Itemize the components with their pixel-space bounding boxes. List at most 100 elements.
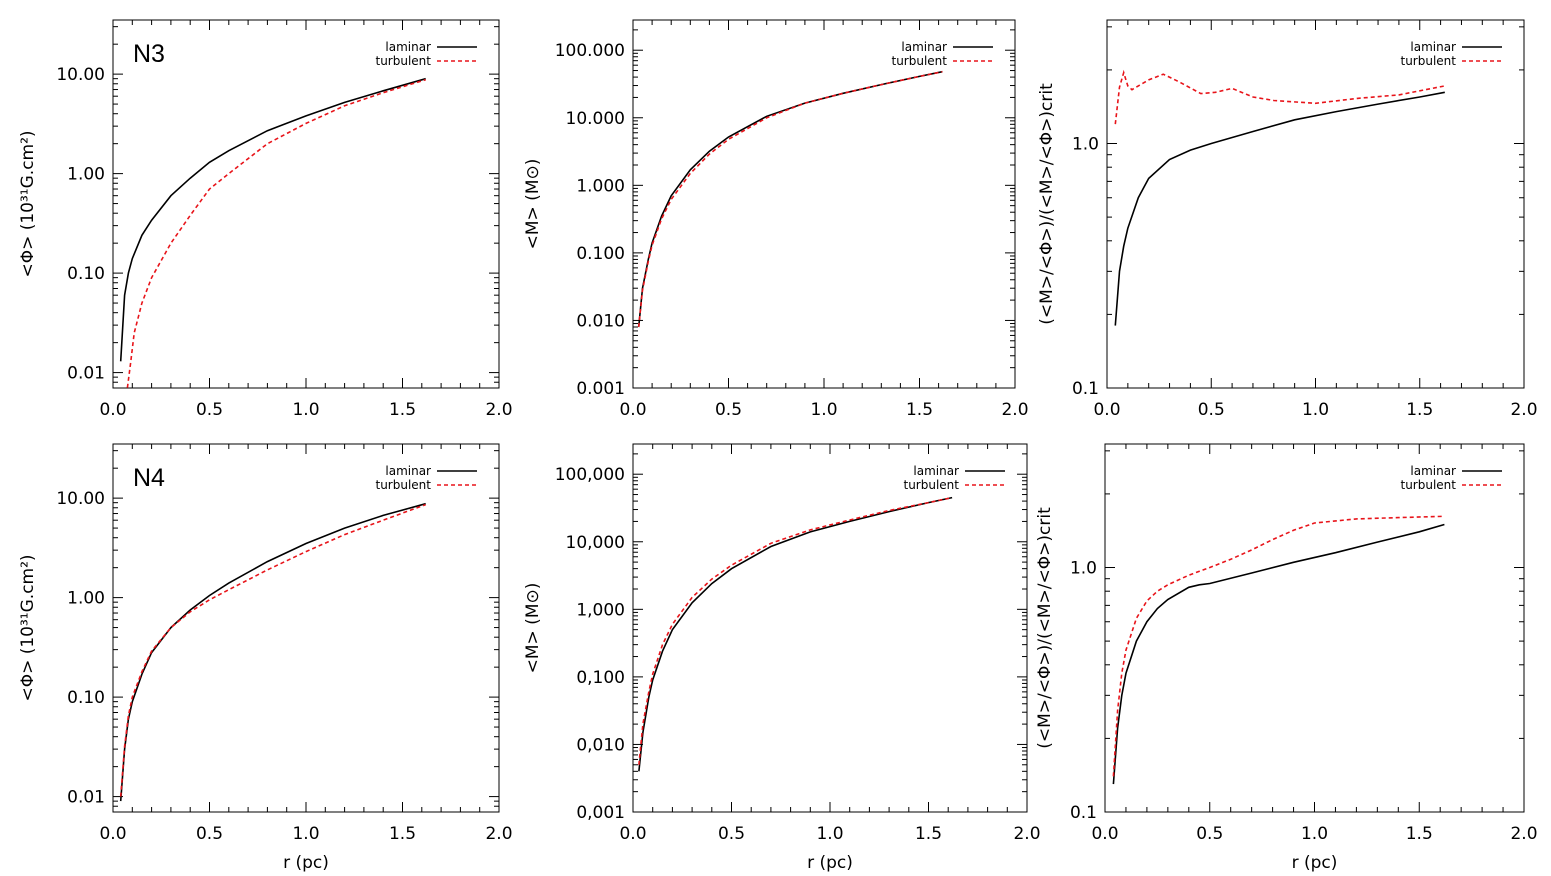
panel-r2c3-series-turbulent: [1112, 515, 1445, 777]
panel-r2c1-ytick-label: 0.10: [67, 688, 105, 708]
panel-r1c3-legend-label: turbulent: [1401, 54, 1457, 68]
panel-r2c3-frame: [1104, 443, 1525, 813]
panel-r2c3-xtick-label: 0.5: [1196, 824, 1223, 844]
panel-r2c1-xtick-label: 1.5: [389, 824, 416, 844]
panel-r2c1-ytick-label: 1.00: [67, 589, 105, 609]
panel-r1c2-xtick-label: 0.0: [619, 400, 646, 420]
panel-r2c3-ytick-label: 0.1: [1070, 803, 1097, 823]
panel-r1c3-series-turbulent: [1114, 69, 1445, 125]
panel-r1c3-ylabel: (<M>/<Φ>)/(<M>/<Φ>)crit: [1037, 83, 1057, 325]
panel-r1c1-ytick-label: 0.01: [67, 364, 105, 384]
panel-r1c2-frame: [632, 19, 1016, 389]
panel-r1c1-legend-label: turbulent: [376, 54, 432, 68]
panel-r2c2-ytick-label: 0,001: [576, 803, 625, 823]
panel-r1c2-ytick-label: 0.001: [576, 379, 625, 399]
panel-r2c2-xtick-label: 2.0: [1013, 824, 1040, 844]
panel-r1c3-frame: [1106, 19, 1525, 389]
panel-r1c1-xtick-label: 2.0: [485, 400, 512, 420]
panel-r2c2-legend-label: laminar: [913, 464, 959, 478]
panel-r1c3-ytick-label: 0.1: [1072, 379, 1099, 399]
panel-r1c2-ytick-label: 10.000: [566, 109, 625, 129]
panel-r2c1-ytick-label: 0.01: [67, 788, 105, 808]
panel-r2c1-ytick-label: 10.00: [56, 489, 105, 509]
panel-r1c3-xtick-label: 0.5: [1198, 400, 1225, 420]
panel-r2c2: 0.0 0.5 1.0 1.5 2.0 0,001 0,010 0,100 1,000 10,00…: [523, 443, 1041, 873]
panel-r2c2-ytick-label: 100,000: [555, 465, 625, 485]
panel-r2c1-legend-label: turbulent: [376, 478, 432, 492]
panel-r1c3-xtick-label: 2.0: [1510, 400, 1537, 420]
panel-r2c1-ylabel: <Φ> (10³¹G.cm²): [18, 554, 38, 701]
panel-r2c3-ytick-label: 1.0: [1070, 559, 1097, 579]
panel-r2c3-xtick-label: 2.0: [1510, 824, 1537, 844]
panel-r2c1-xtick-label: 1.0: [292, 824, 319, 844]
panel-r2c2-xtick-label: 1.0: [816, 824, 843, 844]
panel-r2c2-xlabel: r (pc): [807, 853, 853, 873]
panel-r1c2-legend-label: laminar: [901, 40, 947, 54]
panel-r2c3-xtick-label: 0.0: [1091, 824, 1118, 844]
panel-r2c3-series-laminar: [1112, 523, 1445, 785]
panel-r2c2-ytick-label: 0,010: [576, 735, 625, 755]
panel-r2c3-legend-label: turbulent: [1401, 478, 1457, 492]
panel-r2c2-series-turbulent: [638, 496, 953, 765]
panel-r2c1-series-turbulent: [119, 503, 426, 797]
panel-r1c3-ytick-label: 1.0: [1072, 135, 1099, 155]
panel-r1c2-xtick-label: 0.5: [715, 400, 742, 420]
panel-r1c2-ylabel: <M> (M⊙): [523, 159, 543, 250]
panel-r1c2-legend-label: turbulent: [892, 54, 948, 68]
panel-r2c2-series-laminar: [638, 496, 953, 772]
panel-r1c1-series-turbulent: [126, 78, 426, 388]
panel-r1c3-xtick-label: 0.0: [1093, 400, 1120, 420]
panel-r1c2-xtick-label: 1.0: [810, 400, 837, 420]
panel-r2c2-xtick-label: 0.0: [619, 824, 646, 844]
panel-r1c1-tag: N3: [133, 40, 165, 68]
panel-r2c2-ytick-label: 10,000: [566, 533, 625, 553]
panel-r1c2-xtick-label: 1.5: [906, 400, 933, 420]
panel-r2c2-ylabel: <M> (M⊙): [523, 583, 543, 674]
panel-r2c2-ytick-label: 0,100: [576, 668, 625, 688]
panel-r1c1-ylabel: <Φ> (10³¹G.cm²): [18, 130, 38, 277]
panel-r1c1: 0.0 0.5 1.0 1.5 2.0 0.01 0.10 1.00 10.00 laminart…: [18, 19, 513, 420]
panel-r2c2-frame: [632, 443, 1028, 813]
panel-r1c3-xtick-label: 1.0: [1302, 400, 1329, 420]
panel-r1c2-ytick-label: 0.010: [576, 311, 625, 331]
panel-r2c3-xtick-label: 1.0: [1301, 824, 1328, 844]
panel-r1c3-xtick-label: 1.5: [1406, 400, 1433, 420]
panel-r1c1-ytick-label: 10.00: [56, 65, 105, 85]
panel-r1c1-xtick-label: 1.5: [389, 400, 416, 420]
panel-r1c3-legend-label: laminar: [1410, 40, 1456, 54]
panel-r1c2-series-turbulent: [637, 70, 943, 328]
panel-r2c1-xtick-label: 2.0: [485, 824, 512, 844]
panel-r1c1-ytick-label: 1.00: [67, 165, 105, 185]
panel-r2c1-legend-label: laminar: [385, 464, 431, 478]
panel-r2c1-xtick-label: 0.5: [196, 824, 223, 844]
panel-r2c1: 0.0 0.5 1.0 1.5 2.0 0.01 0.10 1.00 10.00 laminart…: [18, 443, 513, 873]
panel-r1c1-ytick-label: 0.10: [67, 264, 105, 284]
panel-r2c3-ylabel: (<M>/<Φ>)/(<M>/<Φ>)crit: [1035, 507, 1055, 749]
panel-r1c1-legend-label: laminar: [385, 40, 431, 54]
panel-r2c1-series-laminar: [119, 502, 426, 802]
panel-r1c2-ytick-label: 0.100: [576, 244, 625, 264]
panel-r2c3-xtick-label: 1.5: [1406, 824, 1433, 844]
panel-r2c3-legend-label: laminar: [1410, 464, 1456, 478]
panel-r1c1-xtick-label: 0.0: [99, 400, 126, 420]
panel-r1c2-series-laminar: [637, 70, 943, 328]
panel-r2c2-xtick-label: 0.5: [718, 824, 745, 844]
panel-r1c1-frame: [112, 19, 500, 389]
panel-r2c1-xlabel: r (pc): [283, 853, 329, 873]
panel-r2c1-tag: N4: [133, 464, 165, 492]
panel-r1c1-series-laminar: [119, 77, 426, 362]
panel-r2c3-xlabel: r (pc): [1292, 853, 1338, 873]
panel-r1c2: 0.0 0.5 1.0 1.5 2.0 0.001 0.010 0.100 1.000 10.00…: [523, 19, 1029, 420]
panel-r2c2-legend-label: turbulent: [904, 478, 960, 492]
panel-r1c2-ytick-label: 1.000: [576, 176, 625, 196]
panel-r1c1-xtick-label: 1.0: [292, 400, 319, 420]
panel-r2c2-ytick-label: 1,000: [576, 600, 625, 620]
panel-r2c1-xtick-label: 0.0: [99, 824, 126, 844]
panel-r2c2-xtick-label: 1.5: [915, 824, 942, 844]
panel-r1c3-series-laminar: [1114, 91, 1445, 326]
panel-r1c2-xtick-label: 2.0: [1001, 400, 1028, 420]
panel-r1c1-xtick-label: 0.5: [196, 400, 223, 420]
